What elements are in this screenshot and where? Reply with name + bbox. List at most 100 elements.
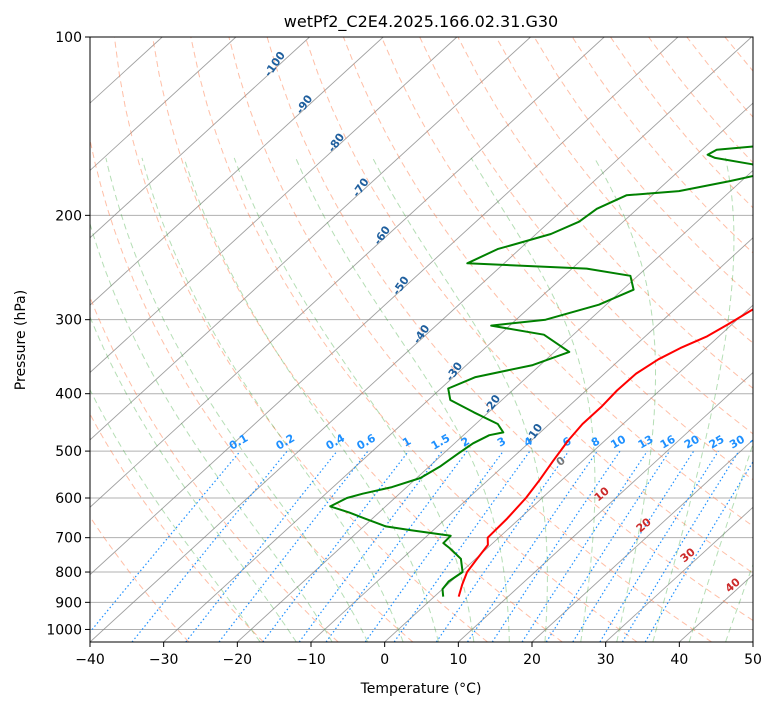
moist-adiabat-line bbox=[725, 563, 753, 642]
x-tick-label: 40 bbox=[670, 652, 688, 668]
mixing-ratio-label: 1 bbox=[400, 435, 413, 450]
moist-adiabat-line bbox=[594, 157, 656, 642]
dry-adiabat-line bbox=[304, 37, 753, 574]
y-tick-label: 1000 bbox=[46, 622, 82, 638]
dry-adiabat-label: -100 bbox=[262, 49, 289, 79]
dry-adiabat-line bbox=[648, 37, 753, 164]
skewed-isotherms bbox=[90, 37, 753, 642]
moist-adiabat-line bbox=[652, 157, 735, 642]
y-axis-label: Pressure (hPa) bbox=[13, 290, 29, 390]
mixing-ratio-label: 0.2 bbox=[274, 432, 297, 453]
moist-adiabat-line bbox=[90, 315, 297, 642]
moist-adiabat-line bbox=[183, 157, 439, 642]
mixing-ratio-label: 30 bbox=[727, 432, 747, 451]
mixing-ratio-label: 20 bbox=[682, 432, 702, 451]
mixing-ratio-line bbox=[521, 450, 648, 642]
isotherm-line bbox=[90, 37, 679, 576]
moist-adiabat-label: 30 bbox=[678, 545, 698, 565]
isobar-gridlines bbox=[90, 37, 753, 630]
moist-adiabat-line bbox=[295, 157, 510, 642]
x-tick-label: −30 bbox=[149, 652, 179, 668]
mixing-ratio-line bbox=[621, 450, 740, 642]
dry-adiabat-line bbox=[152, 37, 563, 642]
moist-adiabat-line bbox=[233, 157, 475, 642]
mixing-ratio-line bbox=[572, 450, 695, 642]
moist-adiabat-line bbox=[372, 157, 548, 642]
isotherm-line bbox=[458, 371, 753, 642]
x-tick-label: 0 bbox=[380, 652, 389, 668]
dry-adiabat-line bbox=[342, 37, 753, 527]
dry-adiabat-line bbox=[533, 37, 753, 299]
mixing-ratio-label: 16 bbox=[658, 432, 678, 451]
moist-adiabat-line bbox=[141, 157, 404, 642]
dry-adiabat-line bbox=[381, 37, 753, 481]
dry-adiabat-line bbox=[457, 37, 753, 389]
plot-frame bbox=[89, 36, 754, 643]
isotherm-line bbox=[90, 37, 752, 642]
moist-adiabat-line bbox=[470, 157, 596, 642]
isotherm-line bbox=[90, 37, 458, 374]
x-tick-label: −40 bbox=[75, 652, 105, 668]
mixing-ratio-line bbox=[364, 450, 504, 642]
y-tick-label: 600 bbox=[55, 491, 82, 507]
mixing-ratio-line bbox=[325, 450, 468, 642]
moist-adiabats bbox=[90, 157, 753, 642]
x-tick-label: 30 bbox=[597, 652, 615, 668]
mixing-ratio-line bbox=[393, 450, 531, 642]
mixing-ratio-line bbox=[466, 450, 598, 642]
isotherm-line bbox=[605, 506, 753, 642]
y-tick-label: 700 bbox=[55, 531, 82, 547]
dry-adiabats bbox=[90, 37, 775, 642]
mixing-ratio-label: 1.5 bbox=[429, 432, 452, 453]
mixing-ratio-label: 25 bbox=[707, 433, 727, 452]
x-tick-label: −20 bbox=[223, 652, 253, 668]
y-tick-label: 400 bbox=[55, 387, 82, 403]
dry-adiabat-label: -60 bbox=[371, 223, 393, 247]
mixing-ratio-line bbox=[491, 450, 621, 642]
isotherm-line bbox=[90, 37, 310, 239]
dry-adiabat-line bbox=[190, 37, 638, 642]
y-axis-ticks: 100 200 300 400 500 600 700 800 900 1000 bbox=[46, 30, 90, 638]
dry-adiabat-line bbox=[90, 137, 414, 642]
dry-adiabat-line bbox=[571, 37, 753, 254]
moist-adiabat-line bbox=[688, 442, 753, 642]
mixing-ratio-line bbox=[218, 450, 369, 642]
isotherm-line bbox=[90, 37, 605, 508]
x-tick-label: −10 bbox=[296, 652, 326, 668]
x-tick-label: 10 bbox=[449, 652, 467, 668]
moist-adiabat-line bbox=[105, 157, 369, 642]
moist-adiabat-line bbox=[90, 221, 333, 642]
mixing-ratio-label: 3 bbox=[495, 435, 508, 450]
temperature-profile bbox=[457, 308, 753, 597]
dewpoint-profile bbox=[329, 145, 753, 597]
dry-adiabat-label: -20 bbox=[481, 392, 503, 416]
dry-adiabat-line bbox=[266, 37, 753, 622]
x-tick-label: 50 bbox=[744, 652, 762, 668]
mixing-ratio-line bbox=[545, 450, 670, 642]
mixing-ratio-line bbox=[262, 450, 410, 642]
isotherm-line bbox=[531, 439, 753, 642]
x-axis-label: Temperature (°C) bbox=[360, 681, 482, 697]
dry-adiabat-label: -90 bbox=[293, 92, 315, 116]
y-tick-label: 100 bbox=[55, 30, 82, 46]
isotherm-line bbox=[90, 37, 237, 172]
dry-adiabat-line bbox=[90, 413, 264, 642]
y-tick-label: 500 bbox=[55, 444, 82, 460]
dry-adiabat-line bbox=[90, 295, 339, 642]
mixing-ratio-line bbox=[185, 450, 338, 642]
x-axis-ticks: −40 −30 −20 −10 0 10 20 30 40 50 bbox=[75, 642, 762, 668]
mixing-ratio-line bbox=[298, 450, 443, 642]
dry-adiabat-label: -50 bbox=[390, 274, 412, 298]
dry-adiabat-label: -40 bbox=[410, 322, 432, 346]
dry-adiabat-line bbox=[228, 37, 712, 642]
mixing-ratio-line bbox=[435, 450, 570, 642]
dry-adiabat-line bbox=[495, 37, 753, 344]
isotherm-line bbox=[310, 237, 753, 642]
dry-adiabat-line bbox=[419, 37, 753, 435]
dry-adiabat-line bbox=[763, 37, 775, 642]
mixing-ratio-label: 10 bbox=[608, 432, 628, 451]
mixing-ratio-label: 36 bbox=[748, 432, 768, 451]
sounding-profiles bbox=[329, 145, 753, 597]
chart-title: wetPf2_C2E4.2025.166.02.31.G30 bbox=[284, 12, 558, 32]
isotherm-line bbox=[163, 102, 753, 642]
